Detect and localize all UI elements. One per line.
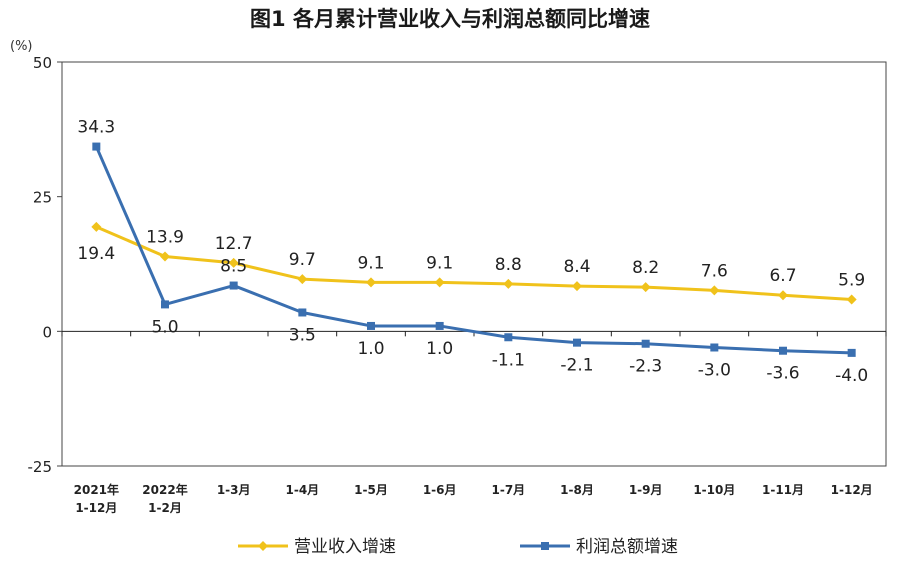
plot-frame (61, 61, 887, 467)
data-label: -3.6 (766, 364, 799, 384)
legend-label: 利润总额增速 (576, 537, 678, 557)
data-point (573, 338, 581, 347)
data-point (572, 281, 582, 292)
x-tick-label: 1-12月 (831, 483, 873, 497)
data-point (641, 339, 650, 348)
data-point (504, 333, 513, 342)
data-label: 1.0 (426, 339, 453, 359)
data-point (298, 308, 307, 317)
data-label: 9.7 (289, 250, 316, 270)
data-label: 19.4 (77, 244, 115, 264)
data-point (160, 251, 170, 262)
chart-title: 图1 各月累计营业收入与利润总额同比增速 (250, 7, 650, 31)
data-label: -2.1 (560, 356, 593, 376)
data-label: 8.2 (632, 258, 659, 278)
legend-marker (541, 542, 549, 550)
data-label: -4.0 (835, 366, 868, 386)
x-tick-label: 1-9月 (629, 483, 663, 497)
data-label: 9.1 (426, 253, 453, 273)
data-point (366, 277, 376, 288)
legend: 营业收入增速 利润总额增速 (238, 537, 678, 557)
data-label: 13.9 (146, 227, 184, 247)
data-point (778, 290, 788, 301)
y-tick-label: 50 (33, 54, 52, 72)
y-axis: -25 0 25 50 (28, 54, 62, 476)
data-label: 6.7 (769, 266, 796, 286)
x-axis: 2021年 1-12月 2022年 1-2月 1-3月 1-4月 1-5月 1-6月 1-7月 1… (61, 331, 887, 515)
data-label: 1.0 (357, 339, 384, 359)
data-label: 8.5 (220, 257, 247, 277)
legend-label: 营业收入增速 (294, 537, 396, 557)
data-point (434, 277, 445, 288)
data-labels: 19.4 13.9 12.7 9.7 9.1 9.1 8.8 8.4 8.2 7.6 6.7 5.9 3… (77, 118, 868, 386)
series-line-2 (94, 145, 852, 355)
data-point (846, 294, 857, 305)
data-label: 9.1 (357, 253, 384, 273)
data-label: 8.8 (495, 255, 522, 275)
data-point (503, 278, 514, 289)
data-label: 5.0 (151, 317, 178, 337)
data-point (779, 346, 787, 355)
series-line-1 (95, 225, 852, 302)
data-point (710, 343, 719, 352)
data-point (297, 274, 308, 285)
series-group (91, 142, 857, 357)
data-point (91, 221, 102, 232)
data-point (229, 281, 238, 290)
data-label: 8.4 (563, 257, 590, 277)
data-point (228, 257, 239, 268)
x-tick-label: 1-10月 (693, 483, 735, 497)
data-point (161, 300, 169, 309)
y-tick-label: 25 (33, 189, 52, 207)
data-point (92, 142, 101, 151)
x-tick-label: 1-6月 (423, 483, 457, 497)
x-tick-label: 1-5月 (354, 483, 388, 497)
x-tick-label: 1-11月 (762, 483, 804, 497)
data-label: -2.3 (629, 357, 662, 377)
data-point (640, 282, 651, 293)
y-tick-label: -25 (28, 458, 53, 476)
data-label: 5.9 (838, 271, 865, 291)
y-tick-label: 0 (42, 323, 52, 341)
x-tick-label: 1-8月 (560, 483, 594, 497)
x-tick-label: 2022年 1-2月 (142, 482, 187, 515)
x-tick-label: 1-3月 (217, 483, 251, 497)
data-label: 34.3 (77, 118, 115, 138)
data-point (435, 321, 444, 330)
y-unit-label: (%) (10, 39, 33, 54)
x-tick-label: 2021年 1-12月 (74, 482, 119, 515)
data-point (709, 285, 720, 296)
data-point (367, 321, 375, 330)
data-point (847, 348, 856, 357)
x-tick-label: 1-7月 (491, 483, 525, 497)
data-label: -1.1 (492, 350, 525, 370)
data-label: 12.7 (215, 234, 253, 254)
x-tick-label: 1-4月 (285, 483, 319, 497)
data-label: -3.0 (698, 360, 731, 380)
data-label: 7.6 (701, 261, 728, 281)
legend-marker (258, 541, 268, 551)
data-label: 3.5 (289, 325, 316, 345)
